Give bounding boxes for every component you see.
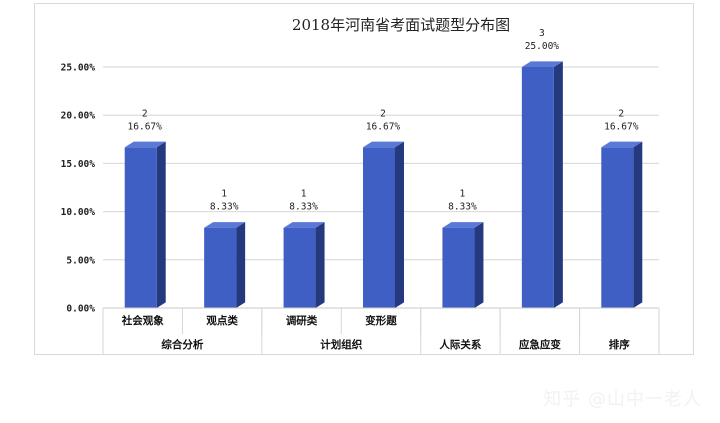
bar-side bbox=[236, 222, 246, 308]
bar-side bbox=[633, 141, 643, 308]
bar-side bbox=[156, 141, 166, 308]
data-label-percent: 25.00% bbox=[525, 41, 560, 52]
category-label: 调研类 bbox=[286, 314, 318, 327]
bar-top bbox=[204, 222, 246, 228]
category-label: 观点类 bbox=[206, 314, 238, 327]
data-label-count: 1 bbox=[301, 189, 307, 200]
data-label-percent: 8.33% bbox=[210, 202, 239, 213]
bar bbox=[601, 141, 643, 308]
category-label: 排序 bbox=[609, 338, 630, 351]
axis-layer: 0.00% 5.00% 10.00% 15.00% 20.00% 25.00% bbox=[61, 63, 660, 354]
bar-top bbox=[363, 141, 404, 148]
bar-front bbox=[124, 147, 157, 308]
bar-side bbox=[553, 61, 563, 308]
category-label: 社会观象 bbox=[121, 314, 164, 327]
chart-frame: 2018年河南省考面试题型分布图 2 16.67% 1 8.33% 1 8.33% 2 16.… bbox=[34, 3, 694, 355]
bar-front bbox=[521, 67, 554, 308]
bar-front bbox=[601, 147, 634, 308]
chart-title: 2018年河南省考面试题型分布图 bbox=[292, 16, 510, 34]
data-label-count: 2 bbox=[618, 108, 624, 119]
bar-side bbox=[395, 141, 404, 308]
bar bbox=[442, 222, 484, 308]
bar-top bbox=[601, 141, 643, 148]
y-tick-label: 5.00% bbox=[66, 255, 95, 266]
data-label-count: 1 bbox=[460, 189, 466, 200]
bar bbox=[204, 222, 246, 308]
bar-front bbox=[283, 227, 316, 308]
category-label: 应急应变 bbox=[519, 338, 561, 351]
y-tick-label: 10.00% bbox=[61, 207, 96, 218]
group-label: 计划组织 bbox=[320, 338, 362, 351]
bar-top bbox=[521, 61, 563, 67]
data-label-percent: 16.67% bbox=[366, 121, 401, 132]
bar-top bbox=[442, 222, 484, 228]
bar-side bbox=[315, 222, 325, 308]
bar bbox=[283, 222, 325, 308]
watermark: 知乎 @山中一老人 bbox=[543, 389, 702, 410]
data-label-percent: 16.67% bbox=[128, 121, 163, 132]
bar-layer bbox=[124, 61, 643, 308]
bar-top bbox=[283, 222, 325, 228]
y-tick-label: 20.00% bbox=[61, 111, 96, 122]
bar-front bbox=[363, 147, 395, 308]
bar bbox=[521, 61, 563, 308]
category-label: 变形题 bbox=[365, 314, 397, 327]
chart-svg: 2018年河南省考面试题型分布图 2 16.67% 1 8.33% 1 8.33% 2 16.… bbox=[61, 16, 660, 354]
data-label-count: 1 bbox=[221, 189, 227, 200]
bar bbox=[124, 141, 166, 308]
bar bbox=[363, 141, 404, 308]
bar-top bbox=[124, 141, 166, 148]
y-tick-label: 25.00% bbox=[61, 63, 96, 74]
y-tick-label: 15.00% bbox=[61, 159, 96, 170]
data-label-percent: 8.33% bbox=[448, 202, 477, 213]
data-label-percent: 8.33% bbox=[289, 202, 318, 213]
data-label-count: 3 bbox=[539, 28, 545, 39]
data-label-count: 2 bbox=[380, 108, 386, 119]
data-label-percent: 16.67% bbox=[604, 121, 639, 132]
label-layer: 2 16.67% 1 8.33% 1 8.33% 2 16.67% 1 8.33% 3 25.00% 2… bbox=[121, 28, 639, 351]
group-label: 综合分析 bbox=[161, 338, 203, 351]
bar-side bbox=[474, 222, 484, 308]
category-label: 人际关系 bbox=[439, 338, 481, 351]
bar-front bbox=[442, 227, 475, 308]
bar-front bbox=[204, 227, 237, 308]
y-tick-label: 0.00% bbox=[66, 304, 95, 315]
data-label-count: 2 bbox=[142, 108, 148, 119]
